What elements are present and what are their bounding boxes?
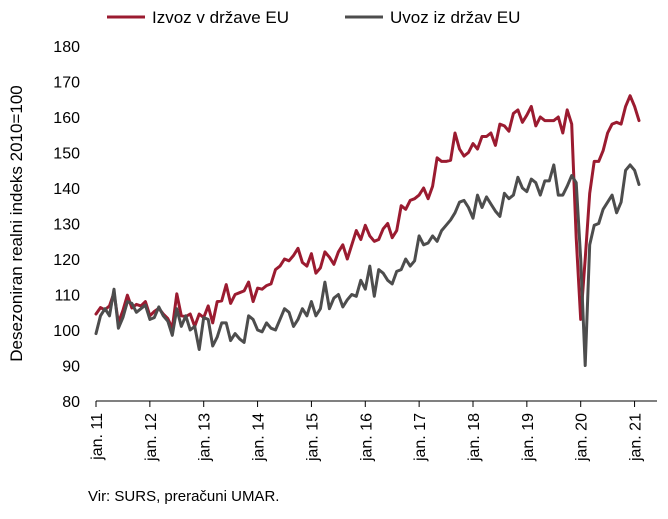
x-tick-label: jan. 21: [628, 413, 645, 462]
x-tick-label: jan. 12: [143, 413, 160, 462]
x-axis: jan. 11 jan. 12 jan. 13 jan. 14 jan. 15 jan. …: [89, 400, 657, 462]
series-line-1: [94, 94, 641, 330]
y-axis-title-group: Desezoniran realni indeks 2010=100: [7, 85, 26, 361]
y-tick-label: 130: [53, 217, 80, 234]
x-tick-label: jan. 18: [466, 413, 483, 462]
y-tick-label: 160: [53, 110, 80, 127]
y-tick-label: 90: [62, 359, 80, 376]
x-tick-label: jan. 11: [89, 413, 106, 461]
y-tick-label: 80: [62, 394, 80, 411]
legend-label-1: Izvoz v države EU: [152, 8, 289, 27]
x-tick-label: jan. 14: [251, 413, 268, 462]
y-tick-label: 150: [53, 146, 80, 163]
y-tick-label: 110: [54, 288, 80, 305]
x-tick-label: jan. 20: [574, 413, 591, 462]
series-layer: [94, 94, 641, 367]
x-tick-label: jan. 13: [197, 413, 214, 462]
x-tick-label: jan. 19: [520, 413, 537, 462]
x-tick-label: jan. 17: [412, 413, 429, 462]
y-tick-label: 140: [53, 181, 80, 198]
y-tick-label: 170: [53, 75, 80, 92]
source-note: Vir: SURS, preračuni UMAR.: [88, 488, 280, 505]
legend-label-2: Uvoz iz držav EU: [390, 8, 520, 27]
x-tick-label: jan. 15: [304, 413, 321, 462]
y-tick-label: 120: [53, 252, 80, 269]
y-tick-label: 100: [53, 323, 80, 340]
y-axis: 80 90 100 110 120 130 140 150 160 170 180: [53, 39, 80, 411]
y-axis-title: Desezoniran realni indeks 2010=100: [7, 85, 26, 361]
y-tick-label: 180: [53, 39, 80, 56]
series-line-2: [94, 163, 641, 367]
x-tick-label: jan. 16: [358, 413, 375, 462]
legend: Izvoz v države EU Uvoz iz držav EU: [107, 8, 520, 27]
